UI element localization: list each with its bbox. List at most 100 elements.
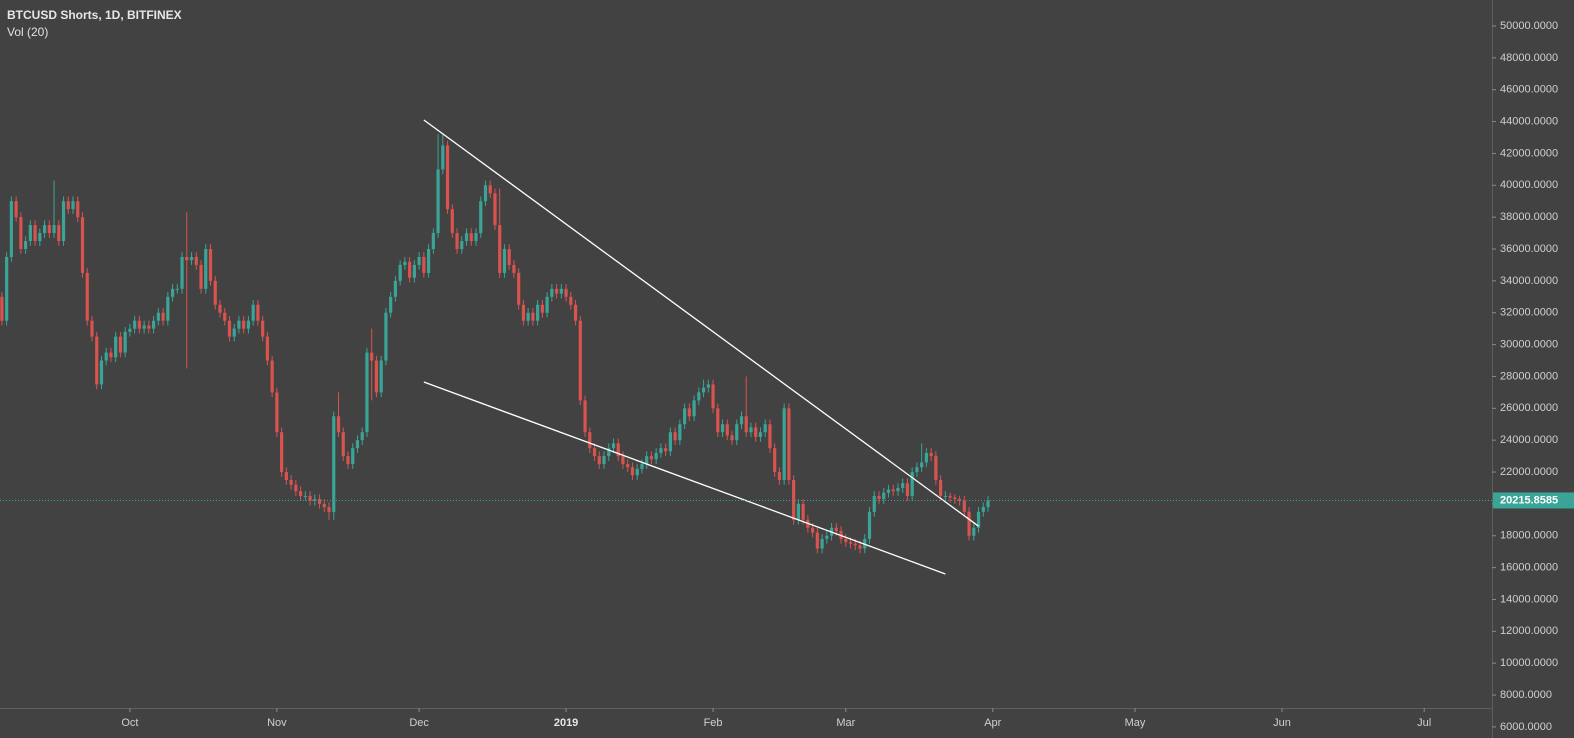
trend-line (423, 119, 979, 527)
candle-body (246, 320, 251, 329)
candle-body (735, 424, 739, 441)
candle-body (99, 360, 104, 385)
candle-body (720, 424, 725, 433)
candle-body (578, 320, 582, 401)
candle-body (393, 280, 398, 297)
candle-body (796, 503, 800, 520)
candle-body (469, 233, 473, 242)
candle-body (758, 432, 763, 437)
candle-body (142, 325, 146, 329)
candle-body (683, 408, 687, 425)
x-tick-label: Nov (267, 717, 287, 729)
candle-body (858, 545, 862, 549)
candle-body (616, 443, 620, 457)
candle-body (687, 408, 691, 417)
candle-body (24, 241, 28, 250)
x-tick-label: Jul (1417, 717, 1431, 729)
candle-body (592, 448, 597, 457)
candle-body (280, 432, 284, 473)
candle-body (403, 261, 407, 265)
y-tick-label: 42000.0000 (1500, 147, 1558, 159)
candle-body (801, 503, 805, 520)
candle-body (19, 217, 23, 250)
candle-body (5, 256, 9, 321)
candle-body (777, 472, 782, 480)
candle-body (763, 424, 767, 433)
candle-body (711, 384, 715, 409)
candle-body (545, 296, 549, 313)
candle-body (422, 256, 426, 273)
candle-body (962, 500, 966, 512)
last-price-box (1493, 492, 1574, 509)
candle-body (725, 424, 729, 436)
candle-body (398, 264, 402, 281)
candle-body (583, 400, 587, 433)
candle-body (943, 495, 947, 497)
candle-body (213, 280, 217, 305)
candle-body (298, 491, 303, 496)
candle-body (782, 408, 786, 480)
candle-body (773, 448, 777, 473)
y-tick-label: 44000.0000 (1500, 115, 1558, 127)
candle-body (811, 527, 815, 533)
candle-body (607, 448, 611, 457)
candle-body (370, 352, 374, 361)
candle-body (118, 336, 123, 353)
candle-body (706, 384, 710, 388)
candle-body (332, 416, 336, 512)
candle-body (9, 201, 13, 257)
candle-body (678, 424, 682, 441)
candle-body (526, 312, 530, 321)
candle-body (924, 452, 928, 463)
candle-body (441, 145, 445, 170)
candle-body (66, 201, 70, 210)
candle-body (426, 249, 431, 273)
candle-body (626, 464, 630, 468)
candle-body (374, 360, 379, 393)
candle-body (536, 304, 540, 321)
candle-body (896, 487, 900, 492)
x-tick-label: Jun (1273, 717, 1291, 729)
candle-body (152, 320, 156, 329)
candle-body (294, 484, 298, 492)
y-tick-label: 46000.0000 (1500, 84, 1558, 96)
candle-body (242, 320, 246, 329)
candle-body (104, 352, 108, 361)
candle-body (199, 264, 203, 289)
candle-body (768, 424, 772, 449)
candle-body (597, 456, 601, 465)
candle-body (28, 225, 32, 242)
candle-body (493, 193, 497, 226)
candle-body (621, 456, 625, 465)
candle-body (341, 432, 345, 457)
y-tick-label: 6000.0000 (1500, 721, 1552, 733)
candle-body (915, 467, 919, 473)
candle-body (109, 352, 113, 358)
candle-body (559, 288, 563, 294)
candle-body (460, 241, 464, 250)
candle-body (853, 543, 857, 546)
candle-body (147, 325, 151, 329)
candle-body (38, 233, 42, 242)
candle-body (336, 416, 341, 433)
x-tick-label: 2019 (554, 717, 578, 729)
candle-body (379, 360, 383, 393)
candle-body (189, 256, 194, 261)
candle-body (697, 392, 701, 401)
candle-body (953, 497, 957, 500)
candle-body (431, 233, 435, 250)
candle-body (507, 249, 511, 265)
candle-body (654, 452, 658, 460)
candle-body (156, 312, 160, 321)
candle-body (161, 312, 165, 321)
candle-body (986, 500, 990, 508)
candle-body (417, 256, 421, 265)
candle-body (384, 312, 388, 361)
candle-body (957, 499, 962, 501)
candle-body (844, 538, 848, 543)
x-tick-label: May (1125, 717, 1146, 729)
candle-body (882, 492, 886, 500)
candle-body (554, 288, 559, 294)
y-tick-label: 34000.0000 (1500, 275, 1558, 287)
